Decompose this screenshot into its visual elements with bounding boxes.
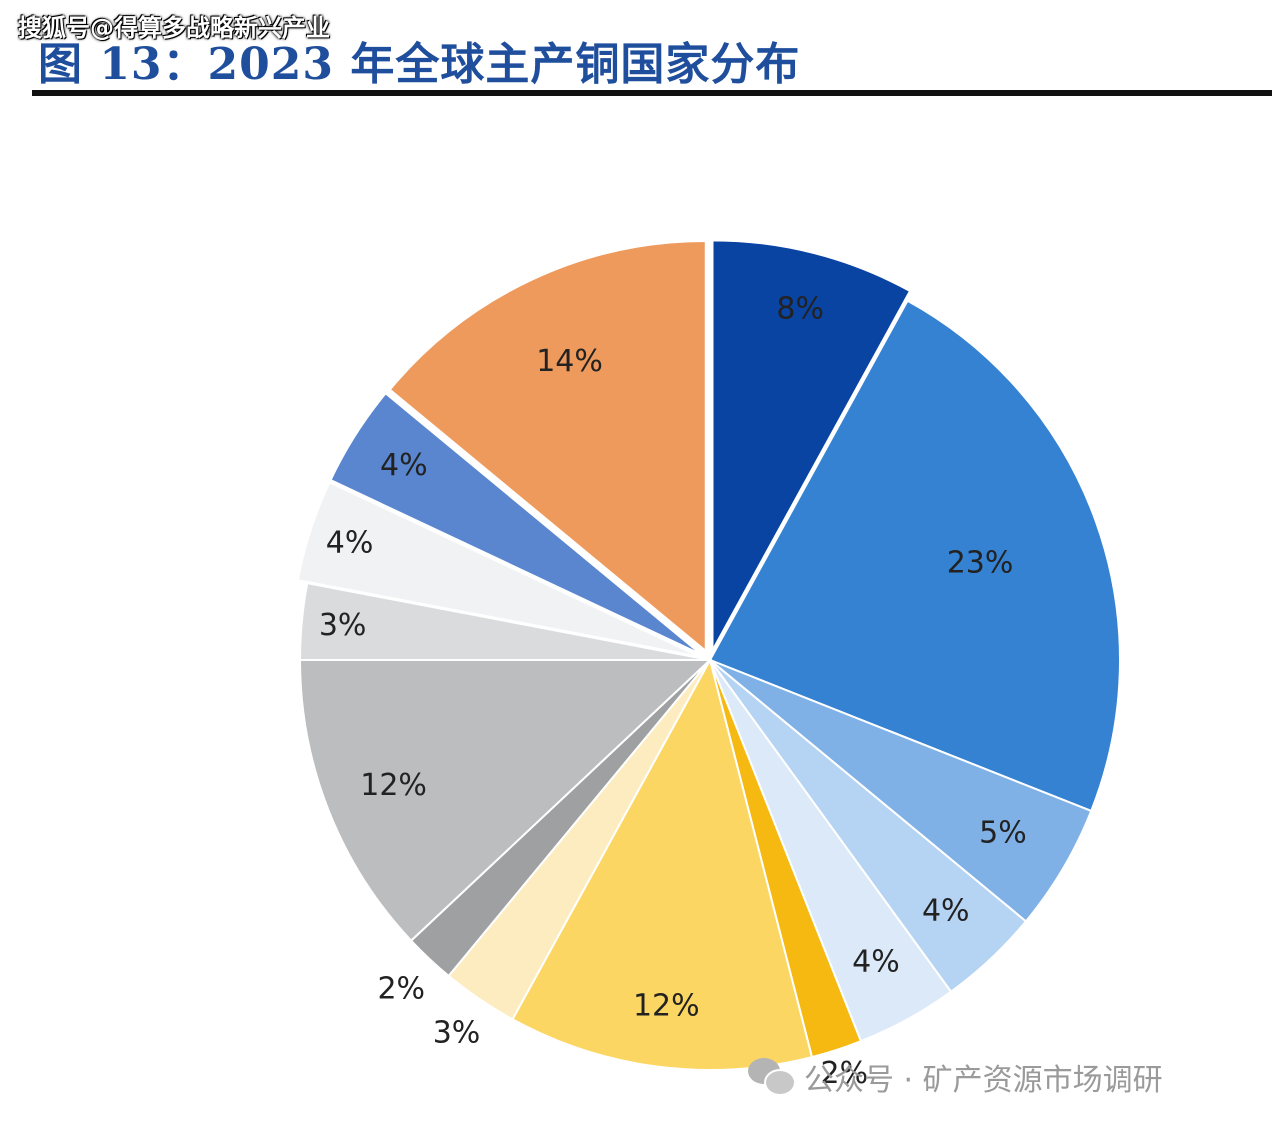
- slice-label-5: 2%: [821, 1056, 869, 1091]
- watermark-top: 搜狐号@得算多战略新兴产业: [18, 14, 330, 42]
- slice-label-13: 14%: [536, 344, 603, 379]
- slice-label-3: 4%: [922, 894, 970, 929]
- slice-label-10: 3%: [319, 608, 367, 643]
- watermark-bottom: 公众号 · 矿产资源市场调研: [748, 1055, 1163, 1099]
- slice-label-2: 5%: [979, 816, 1027, 851]
- slice-label-11: 4%: [326, 525, 374, 560]
- slice-label-12: 4%: [380, 448, 428, 483]
- pie-slice-1: [708, 299, 1121, 813]
- slice-label-7: 3%: [433, 1016, 481, 1051]
- slice-label-0: 8%: [776, 291, 824, 326]
- pie-slice-13: [388, 239, 707, 654]
- slice-label-8: 2%: [377, 971, 425, 1006]
- wechat-icon: [748, 1058, 796, 1096]
- slice-label-9: 12%: [360, 768, 427, 803]
- slice-label-1: 23%: [947, 545, 1014, 580]
- pie-slice-10: [298, 582, 711, 661]
- pie-slice-6: [511, 657, 814, 1071]
- chart-title: 图 13：2023 年全球主产铜国家分布: [38, 39, 801, 90]
- pie-slice-0: [711, 239, 912, 651]
- slice-label-6: 12%: [633, 988, 700, 1023]
- pie-slice-12: [329, 391, 703, 656]
- slice-label-4: 4%: [852, 944, 900, 979]
- title-divider: [32, 90, 1272, 96]
- watermark-bottom-text: 公众号 · 矿产资源市场调研: [804, 1063, 1163, 1098]
- pie-slice-9: [298, 659, 713, 943]
- pie-slice-11: [296, 481, 701, 658]
